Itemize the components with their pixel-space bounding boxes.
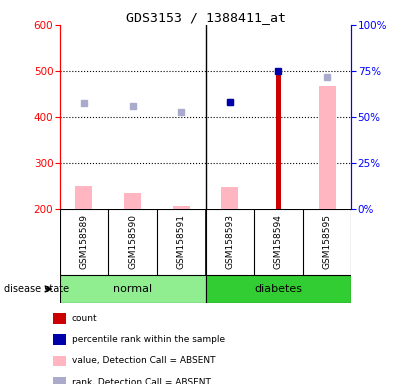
Text: GSM158590: GSM158590	[128, 214, 137, 270]
Bar	[124, 193, 141, 209]
Text: GSM158594: GSM158594	[274, 215, 283, 269]
Bar	[221, 187, 238, 209]
Bar	[53, 313, 66, 324]
Text: rank, Detection Call = ABSENT: rank, Detection Call = ABSENT	[72, 377, 211, 384]
Text: GSM158591: GSM158591	[177, 214, 186, 270]
Text: GSM158589: GSM158589	[79, 214, 88, 270]
Title: GDS3153 / 1388411_at: GDS3153 / 1388411_at	[125, 11, 286, 24]
Text: value, Detection Call = ABSENT: value, Detection Call = ABSENT	[72, 356, 215, 366]
Bar	[53, 334, 66, 345]
Bar	[60, 275, 206, 303]
Text: percentile rank within the sample: percentile rank within the sample	[72, 335, 225, 344]
Bar	[173, 206, 190, 209]
Bar	[275, 71, 282, 209]
Text: GSM158595: GSM158595	[323, 214, 332, 270]
Bar	[53, 377, 66, 384]
Bar	[319, 86, 336, 209]
Text: normal: normal	[113, 284, 152, 294]
Bar	[75, 186, 92, 209]
Text: count: count	[72, 314, 97, 323]
Bar	[206, 275, 351, 303]
Text: diabetes: diabetes	[254, 284, 302, 294]
Text: disease state: disease state	[4, 284, 69, 294]
Text: GSM158593: GSM158593	[225, 214, 234, 270]
Bar	[53, 356, 66, 366]
